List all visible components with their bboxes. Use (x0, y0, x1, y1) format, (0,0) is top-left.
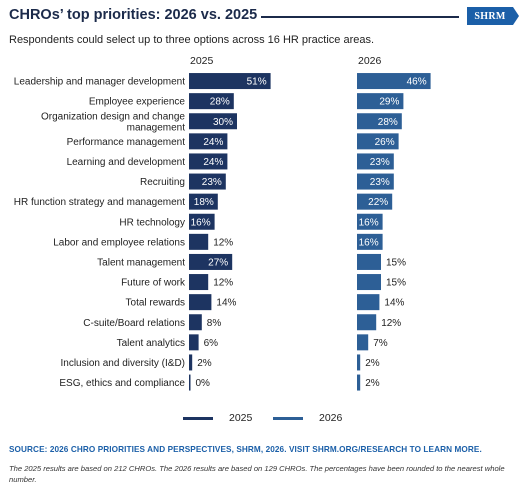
data-label-2025-inclusion-and-diversity-i-d: 2% (197, 358, 212, 369)
bar-2026-hr-technology (357, 213, 383, 230)
data-label-2025-future-of-work: 12% (213, 278, 233, 289)
data-label-2026-performance-management: 26% (375, 137, 395, 148)
data-label-2026-talent-analytics: 7% (373, 338, 388, 349)
chart-title: CHROs’ top priorities: 2026 vs. 2025 (9, 7, 258, 23)
category-label-recruiting: Recruiting (140, 177, 185, 188)
bar-2026-c-suite-board-relations (357, 314, 377, 331)
category-label-total-rewards: Total rewards (126, 298, 185, 309)
bar-2026-learning-and-development (357, 153, 394, 170)
data-label-2025-esg-ethics-and-compliance: 0% (196, 378, 211, 389)
category-label-leadership-and-manager-development: Leadership and manager development (14, 77, 185, 88)
category-label-hr-technology: HR technology (119, 217, 185, 228)
category-label-organization-design-and-change-management: Organization design and change management (41, 111, 185, 133)
bar-2025-hr-technology (189, 213, 215, 230)
bar-2025-performance-management (189, 133, 228, 150)
category-label-c-suite-board-relations: C-suite/Board relations (83, 318, 185, 329)
data-label-2026-learning-and-development: 23% (370, 157, 390, 168)
shrm-logo: SHRM (467, 7, 519, 25)
bar-2025-employee-experience (189, 93, 234, 110)
logo-text: SHRM (474, 10, 506, 22)
bar-2025-esg-ethics-and-compliance (189, 374, 191, 391)
bar-2026-leadership-and-manager-development (357, 73, 431, 90)
data-label-2025-talent-management: 27% (208, 257, 228, 268)
category-label-inclusion-and-diversity-i-d: Inclusion and diversity (I&D) (61, 358, 186, 369)
bar-2025-labor-and-employee-relations (189, 233, 209, 250)
data-label-2025-talent-analytics: 6% (204, 338, 219, 349)
bar-2026-future-of-work (357, 274, 381, 291)
data-label-2026-recruiting: 23% (370, 177, 390, 188)
legend-item-2026: 2026 (273, 411, 342, 425)
data-label-2025-labor-and-employee-relations: 12% (213, 237, 233, 248)
bar-2025-learning-and-development (189, 153, 228, 170)
legend-label-2025: 2025 (229, 412, 253, 424)
legend-swatch-2026 (273, 416, 303, 420)
bar-2025-future-of-work (189, 274, 209, 291)
bar-2026-labor-and-employee-relations (357, 233, 383, 250)
bar-2025-c-suite-board-relations (189, 314, 202, 331)
bar-2026-talent-management (357, 253, 381, 270)
data-label-2025-leadership-and-manager-development: 51% (247, 77, 267, 88)
data-label-2026-esg-ethics-and-compliance: 2% (365, 378, 380, 389)
bar-chart: Leadership and manager development 51% 46%… (14, 73, 431, 391)
data-label-2025-hr-technology: 16% (191, 217, 211, 228)
data-label-2025-total-rewards: 14% (216, 298, 236, 309)
data-label-2025-learning-and-development: 24% (203, 157, 223, 168)
bar-2026-talent-analytics (357, 334, 369, 351)
data-label-2025-organization-design-and-change-management: 30% (213, 117, 233, 128)
footnote: The 2025 results are based on 212 CHROs.… (9, 464, 505, 484)
data-label-2026-c-suite-board-relations: 12% (381, 318, 401, 329)
bar-2026-performance-management (357, 133, 399, 150)
logo-arrow-icon (513, 7, 519, 25)
source-line: SOURCE: 2026 CHRO PRIORITIES AND PERSPEC… (9, 445, 482, 454)
bar-2025-organization-design-and-change-management (189, 113, 237, 130)
data-label-2026-future-of-work: 15% (386, 278, 406, 289)
legend-item-2025: 2025 (183, 411, 252, 425)
data-label-2025-c-suite-board-relations: 8% (207, 318, 222, 329)
bar-2025-hr-function-strategy-and-management (189, 193, 218, 210)
bar-2026-esg-ethics-and-compliance (357, 374, 361, 391)
data-label-2025-performance-management: 24% (203, 137, 223, 148)
bar-2025-talent-analytics (189, 334, 199, 351)
column-header-2025: 2025 (190, 55, 214, 67)
data-label-2025-employee-experience: 28% (210, 97, 230, 108)
data-label-2026-organization-design-and-change-management: 28% (378, 117, 398, 128)
data-label-2026-labor-and-employee-relations: 16% (359, 237, 379, 248)
data-label-2025-recruiting: 23% (202, 177, 222, 188)
data-label-2026-total-rewards: 14% (384, 298, 404, 309)
title-rule (261, 16, 459, 18)
bar-2025-inclusion-and-diversity-i-d (189, 354, 193, 371)
category-label-talent-management: Talent management (97, 257, 185, 268)
data-label-2026-inclusion-and-diversity-i-d: 2% (365, 358, 380, 369)
category-label-hr-function-strategy-and-management: HR function strategy and management (14, 197, 185, 208)
column-header-2026: 2026 (358, 55, 382, 67)
bar-2026-employee-experience (357, 93, 404, 110)
bar-2025-recruiting (189, 173, 226, 190)
data-label-2026-employee-experience: 29% (379, 97, 399, 108)
bar-2026-recruiting (357, 173, 394, 190)
category-label-talent-analytics: Talent analytics (117, 338, 185, 349)
category-label-future-of-work: Future of work (121, 278, 186, 289)
bar-2026-inclusion-and-diversity-i-d (357, 354, 361, 371)
bar-2026-hr-function-strategy-and-management (357, 193, 393, 210)
title-row: CHROs’ top priorities: 2026 vs. 2025 SHR… (9, 7, 519, 27)
legend-swatch-2025 (183, 416, 213, 420)
chart-subtitle: Respondents could select up to three opt… (9, 34, 375, 46)
category-label-performance-management: Performance management (67, 137, 186, 148)
data-label-2026-talent-management: 15% (386, 257, 406, 268)
category-label-labor-and-employee-relations: Labor and employee relations (53, 237, 185, 248)
bar-2025-leadership-and-manager-development (189, 73, 271, 90)
bar-2026-total-rewards (357, 294, 380, 311)
bar-2025-talent-management (189, 253, 233, 270)
data-label-2026-hr-function-strategy-and-management: 22% (368, 197, 388, 208)
data-label-2026-leadership-and-manager-development: 46% (407, 77, 427, 88)
data-label-2025-hr-function-strategy-and-management: 18% (194, 197, 214, 208)
data-label-2026-hr-technology: 16% (359, 217, 379, 228)
category-label-employee-experience: Employee experience (89, 97, 186, 108)
category-label-learning-and-development: Learning and development (67, 157, 186, 168)
bar-2026-organization-design-and-change-management (357, 113, 402, 130)
bar-2025-total-rewards (189, 294, 212, 311)
category-label-esg-ethics-and-compliance: ESG, ethics and compliance (59, 378, 185, 389)
legend-label-2026: 2026 (319, 412, 343, 424)
